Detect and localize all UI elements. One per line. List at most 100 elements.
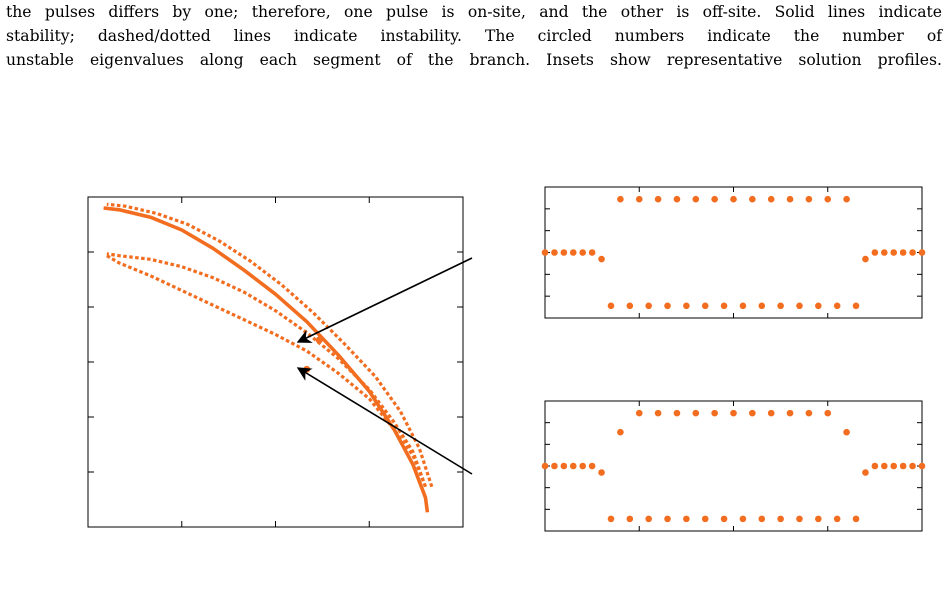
inset-frame xyxy=(544,400,923,532)
inset-point-35 xyxy=(871,249,879,256)
inset-point-25 xyxy=(777,515,784,523)
inset-point-12 xyxy=(654,195,662,203)
inset-point-8 xyxy=(617,195,624,203)
inset-point-22 xyxy=(749,195,756,203)
inset-point-0 xyxy=(541,462,549,470)
inset-point-20 xyxy=(730,409,737,417)
inset-point-1 xyxy=(551,249,558,256)
inset-point-21 xyxy=(739,302,747,310)
inset-point-40 xyxy=(918,462,926,470)
series-dotted-1 xyxy=(106,202,434,488)
inset-point-21 xyxy=(739,515,747,523)
inset-point-26 xyxy=(786,409,794,417)
inset-bottom xyxy=(541,400,926,532)
inset-point-28 xyxy=(805,409,813,417)
inset-point-38 xyxy=(899,249,907,256)
inset-point-15 xyxy=(683,515,690,523)
inset-point-37 xyxy=(890,249,898,256)
arrows xyxy=(296,257,473,475)
inset-point-10 xyxy=(635,409,643,417)
inset-point-12 xyxy=(654,409,662,417)
inset-point-5 xyxy=(588,249,596,256)
caption-line-3: unstable eigenvalues along each segment … xyxy=(6,51,942,70)
inset-point-17 xyxy=(701,302,709,310)
inset-point-16 xyxy=(692,409,700,417)
inset-point-24 xyxy=(767,195,775,203)
inset-point-13 xyxy=(664,302,671,310)
figure-caption: the pulses differs by one; therefore, on… xyxy=(6,0,942,73)
inset-point-33 xyxy=(852,302,860,310)
inset-point-34 xyxy=(862,255,869,263)
inset-point-7 xyxy=(607,515,615,523)
inset-point-30 xyxy=(824,195,832,203)
series-dotted-3 xyxy=(105,254,427,488)
inset-point-5 xyxy=(588,462,596,470)
inset-point-27 xyxy=(796,302,803,310)
inset-point-20 xyxy=(730,195,737,203)
main-plot xyxy=(87,196,464,528)
inset-point-13 xyxy=(664,515,671,523)
inset-point-23 xyxy=(758,302,766,310)
inset-point-6 xyxy=(598,469,605,476)
inset-top xyxy=(541,186,926,319)
caption-line-2: stability; dashed/dotted lines indicate … xyxy=(6,27,942,46)
inset-point-10 xyxy=(635,195,643,203)
inset-point-15 xyxy=(683,302,690,310)
inset-point-31 xyxy=(833,302,841,310)
inset-point-29 xyxy=(815,302,822,310)
inset-point-4 xyxy=(579,462,586,470)
inset-point-14 xyxy=(673,195,681,203)
inset-point-32 xyxy=(843,195,850,203)
inset-point-35 xyxy=(871,462,879,470)
inset-point-19 xyxy=(720,302,728,310)
inset-point-23 xyxy=(758,515,766,523)
inset-point-1 xyxy=(551,462,558,470)
series-dotted-2 xyxy=(106,252,428,488)
inset-point-25 xyxy=(777,302,784,310)
inset-point-4 xyxy=(579,249,586,256)
inset-point-9 xyxy=(626,515,634,523)
inset-point-22 xyxy=(749,409,756,417)
caption-line-1: the pulses differs by one; therefore, on… xyxy=(6,3,942,21)
arrow-to-bottom-inset xyxy=(296,367,473,475)
arrow-to-top-inset xyxy=(296,257,473,343)
inset-point-18 xyxy=(711,195,718,203)
inset-point-16 xyxy=(692,195,700,203)
inset-point-29 xyxy=(815,515,822,523)
inset-point-36 xyxy=(881,249,888,256)
inset-point-17 xyxy=(701,515,709,523)
inset-point-34 xyxy=(862,469,869,476)
inset-point-18 xyxy=(711,409,718,417)
inset-point-11 xyxy=(645,302,652,310)
inset-point-3 xyxy=(569,462,577,470)
inset-point-6 xyxy=(598,255,605,263)
inset-point-26 xyxy=(786,195,794,203)
inset-point-2 xyxy=(560,249,568,256)
branch-marker-0 xyxy=(315,336,323,344)
inset-point-37 xyxy=(890,462,898,470)
inset-point-2 xyxy=(560,462,568,470)
inset-point-36 xyxy=(881,462,888,470)
inset-point-40 xyxy=(918,249,926,256)
inset-point-0 xyxy=(541,249,549,256)
inset-point-38 xyxy=(899,462,907,470)
inset-point-39 xyxy=(909,249,916,256)
inset-point-24 xyxy=(767,409,775,417)
series-solid-0 xyxy=(103,206,430,513)
inset-point-28 xyxy=(805,195,813,203)
inset-point-14 xyxy=(673,409,681,417)
inset-point-39 xyxy=(909,462,916,470)
inset-point-30 xyxy=(824,409,832,417)
inset-point-3 xyxy=(569,249,577,256)
inset-point-33 xyxy=(852,515,860,523)
inset-point-9 xyxy=(626,302,634,310)
inset-point-11 xyxy=(645,515,652,523)
inset-point-27 xyxy=(796,515,803,523)
inset-point-19 xyxy=(720,515,728,523)
inset-frame xyxy=(544,186,923,319)
inset-point-8 xyxy=(617,428,624,436)
inset-point-32 xyxy=(843,428,850,436)
inset-point-31 xyxy=(833,515,841,523)
main-plot-frame xyxy=(87,196,464,528)
